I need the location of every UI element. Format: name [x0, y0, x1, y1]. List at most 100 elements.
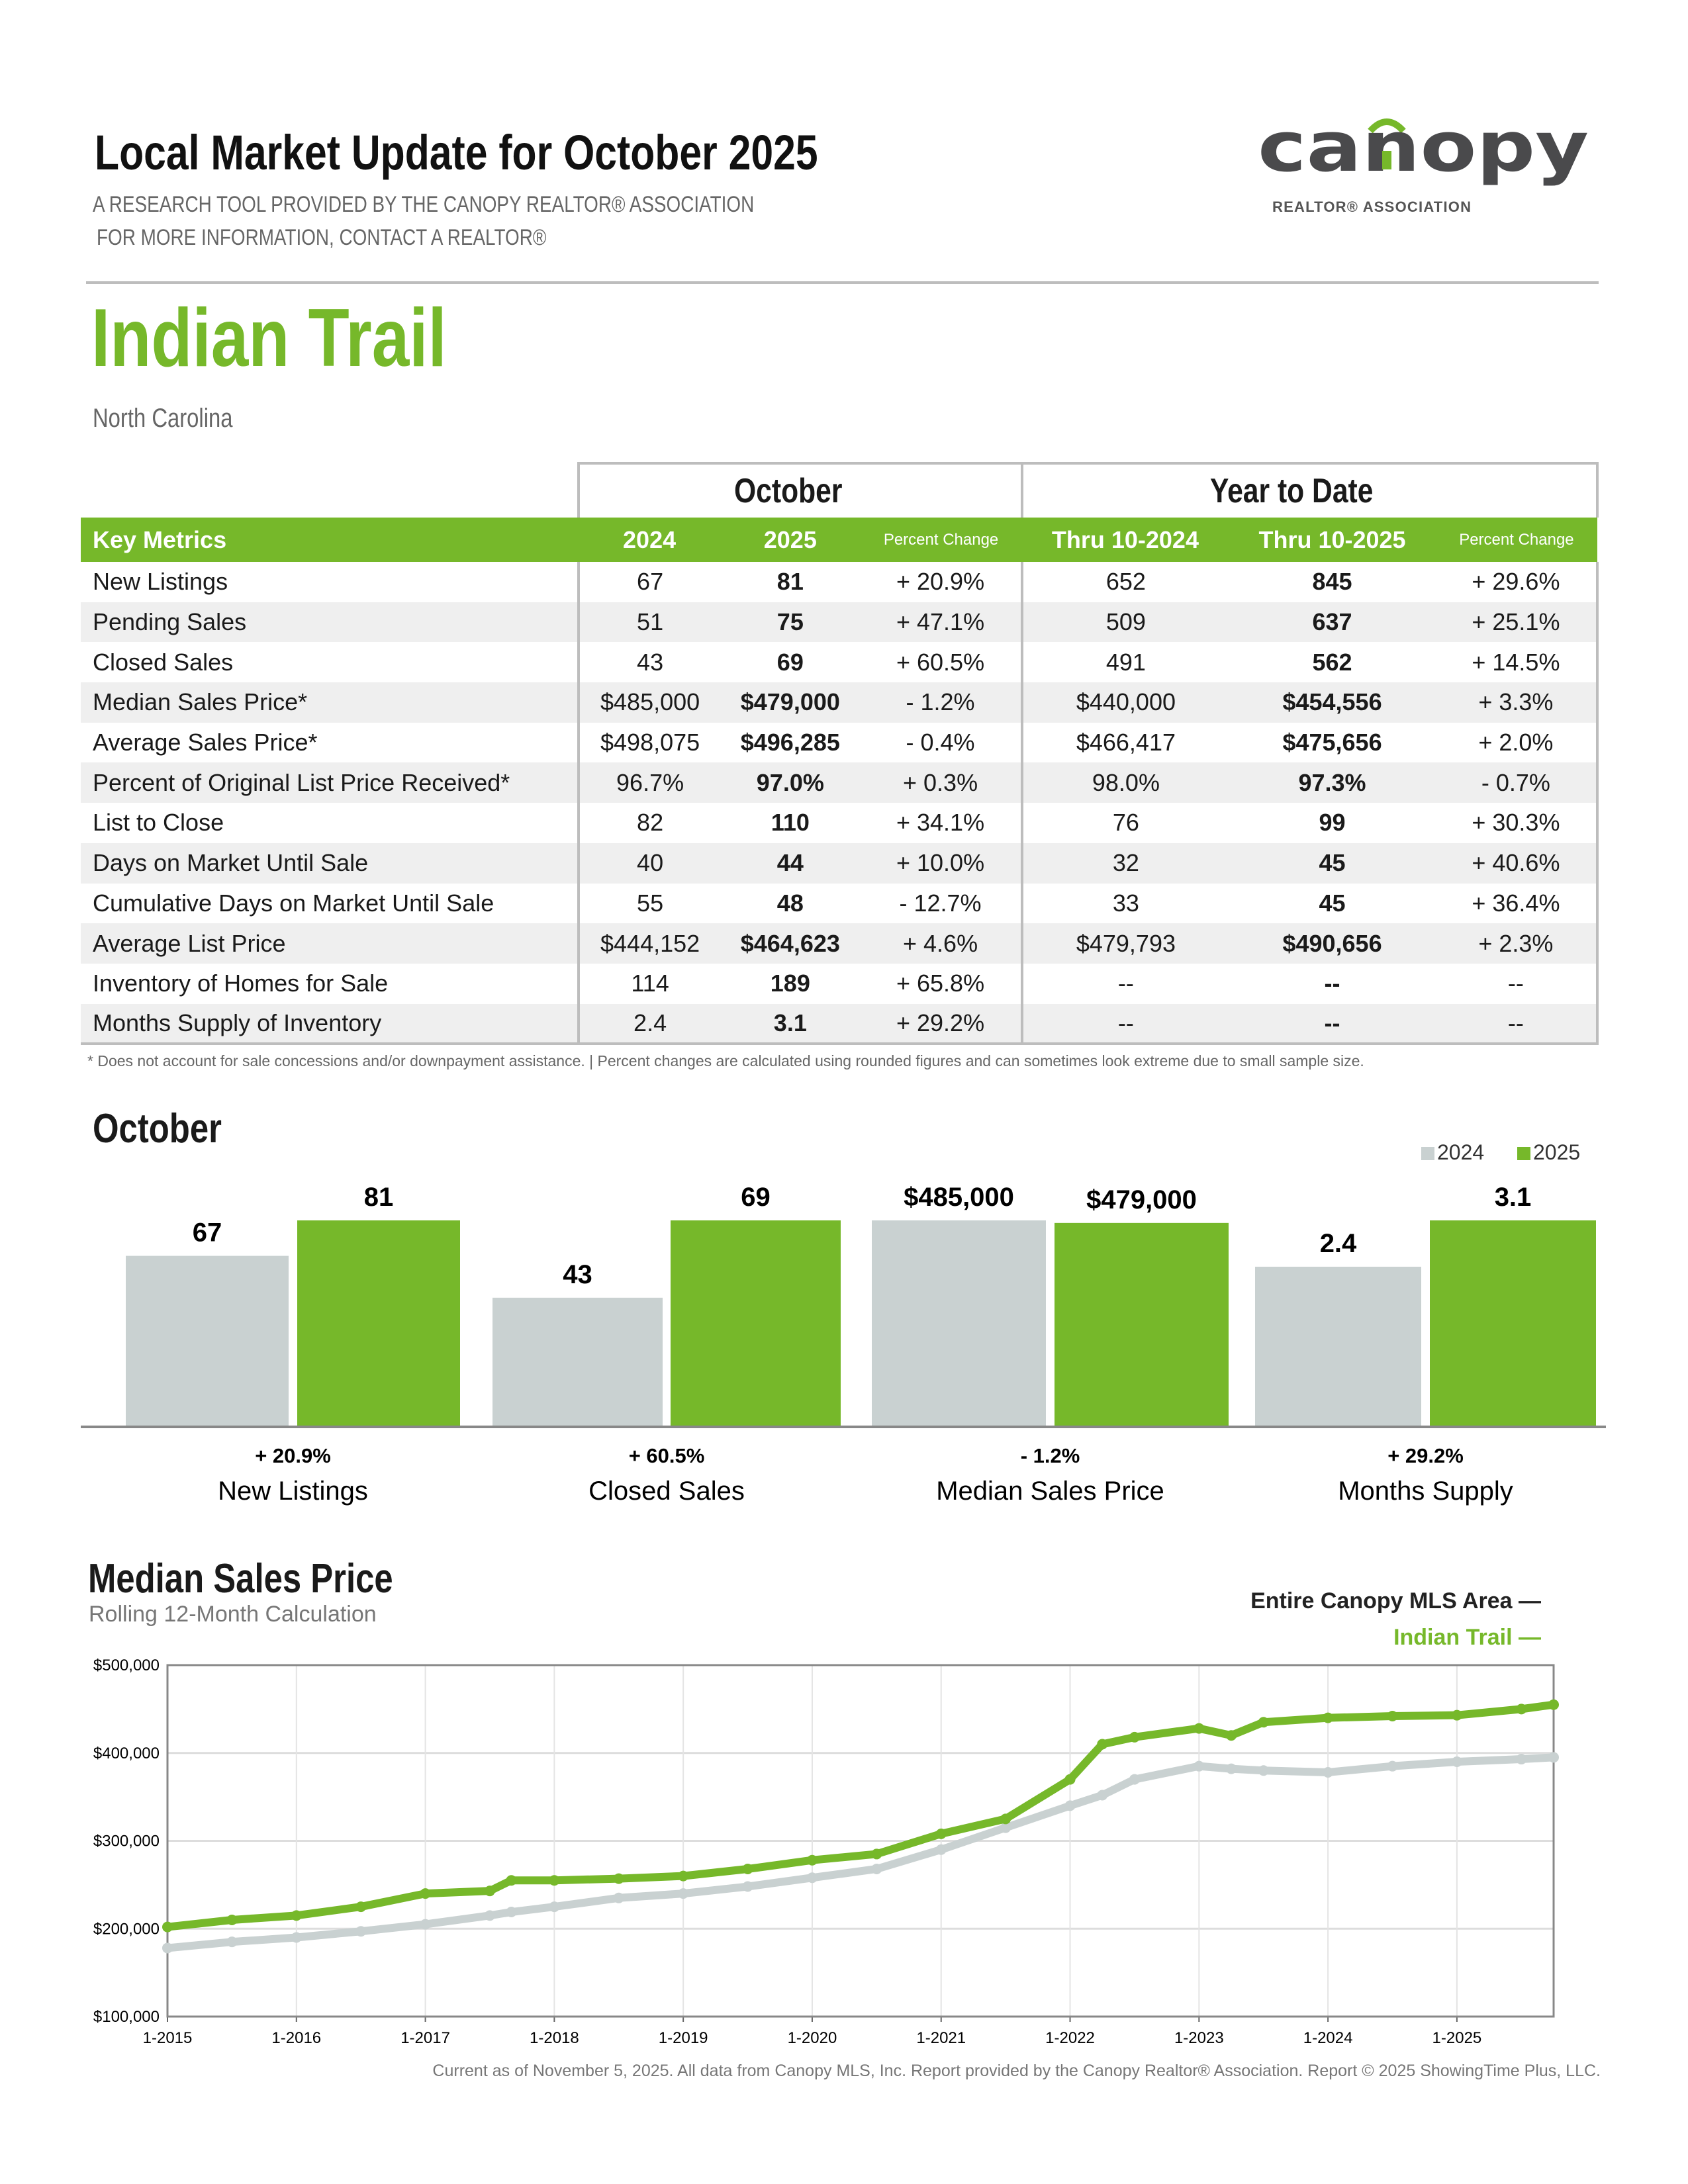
value-2025: 97.0%: [756, 768, 824, 796]
october-group-label: October: [734, 472, 843, 510]
ytd-2025: 99: [1319, 809, 1346, 837]
table-row: Cumulative Days on Market Until Sale 55 48…: [81, 883, 1599, 924]
series-point-canopy: [355, 1926, 367, 1937]
ytd-pct-change: + 29.6%: [1435, 562, 1599, 602]
table-row: Days on Market Until Sale 40 44 + 10.0% 32 45…: [81, 842, 1599, 884]
value-2025: $479,000: [740, 688, 840, 716]
canopy-logo: canopy REALTOR® ASSOCIATION: [1258, 113, 1589, 215]
pct-change: + 60.5%: [896, 648, 985, 676]
ytd-2025: 45: [1319, 849, 1346, 877]
ytd-pct-change: + 2.0%: [1435, 722, 1599, 763]
bar-change-label: + 29.2%: [1387, 1444, 1464, 1467]
value-2025: 3.1: [720, 1003, 861, 1046]
ytd-2025: 562: [1312, 648, 1352, 676]
x-tick-label: 1-2016: [271, 2029, 321, 2047]
logo-arc: [1368, 118, 1406, 134]
table-row: Median Sales Price* $485,000 $479,000 - 1.2…: [81, 682, 1599, 723]
x-tick-label: 1-2015: [143, 2029, 193, 2047]
series-point-indian-trail: [1516, 1704, 1527, 1715]
legend-indian-trail-label: Indian Trail: [1393, 1625, 1513, 1650]
col-2025: 2025: [720, 518, 861, 562]
series-point-indian-trail: [1258, 1717, 1269, 1728]
series-point-indian-trail: [1548, 1699, 1559, 1710]
value-2025: 44: [776, 849, 804, 877]
value-2025: 75: [776, 608, 804, 636]
key-metrics-table: October Year to Date Key Metrics 2024 20…: [81, 462, 1599, 1046]
series-point-indian-trail: [742, 1863, 753, 1874]
series-point-indian-trail: [1129, 1731, 1140, 1743]
pct-change: - 1.2%: [906, 688, 975, 716]
pct-change: + 47.1%: [896, 608, 985, 636]
value-2024: 82: [637, 809, 664, 837]
series-point-canopy: [484, 1910, 495, 1921]
series-point-canopy: [1000, 1822, 1011, 1833]
state-name: North Carolina: [93, 404, 233, 433]
ytd-2024: 509: [1020, 602, 1229, 643]
series-point-indian-trail: [871, 1848, 882, 1860]
pct-change: + 4.6%: [903, 929, 978, 957]
metric-label: List to Close: [81, 803, 580, 843]
table-row: New Listings 67 81 + 20.9% 652 845 + 29.6%: [81, 562, 1599, 602]
series-point-canopy: [226, 1936, 238, 1948]
ytd-2025: $475,656: [1282, 729, 1382, 756]
series-point-indian-trail: [291, 1910, 302, 1921]
bar-change-label: + 20.9%: [255, 1444, 331, 1467]
legend-swatch-2025: [1517, 1147, 1530, 1160]
value-2025: $464,623: [740, 929, 840, 957]
value-2024: 96.7%: [616, 768, 684, 796]
header-divider: [86, 281, 1599, 284]
bar-2025: [1055, 1222, 1229, 1426]
ytd-2025: 45: [1319, 889, 1346, 917]
metric-label: Closed Sales: [81, 642, 580, 683]
series-point-canopy: [1548, 1752, 1559, 1763]
bar-2024: [872, 1220, 1046, 1426]
pct-change: + 20.9%: [896, 568, 985, 596]
metric-label: Inventory of Homes for Sale: [81, 963, 580, 1004]
series-point-indian-trail: [806, 1854, 818, 1866]
legend-canopy-label: Entire Canopy MLS Area: [1250, 1588, 1513, 1614]
col-2024: 2024: [579, 518, 721, 562]
value-2024: 51: [637, 608, 664, 636]
bar-category-label: Months Supply: [1338, 1477, 1513, 1506]
x-tick-label: 1-2020: [788, 2029, 837, 2047]
logo-door: [1382, 151, 1391, 169]
x-tick-label: 1-2018: [530, 2029, 579, 2047]
legend-swatch-2024: [1421, 1147, 1434, 1160]
series-point-canopy: [1516, 1754, 1527, 1765]
ytd-2024: --: [1020, 963, 1229, 1004]
metric-label: New Listings: [81, 562, 580, 602]
metric-label: Percent of Original List Price Received*: [81, 762, 580, 803]
series-point-indian-trail: [1451, 1709, 1462, 1721]
bar-value-label: 2.4: [1320, 1229, 1357, 1258]
series-point-canopy: [506, 1907, 517, 1918]
series-point-indian-trail: [678, 1870, 689, 1882]
ytd-group-header: Year to Date: [1020, 462, 1599, 518]
bar-2025: [297, 1220, 460, 1426]
series-line-canopy: [167, 1753, 1554, 1952]
series-point-canopy: [742, 1881, 753, 1892]
legend-canopy: Entire Canopy MLS Area —: [1250, 1588, 1541, 1614]
pct-change: + 10.0%: [896, 849, 985, 877]
value-2024: 2.4: [579, 1003, 721, 1046]
line-chart-subtitle: Rolling 12-Month Calculation: [89, 1602, 377, 1627]
col-key-metrics: Key Metrics: [81, 518, 579, 562]
value-2025: $496,285: [740, 729, 840, 756]
series-point-indian-trail: [1387, 1710, 1398, 1721]
value-2025: 69: [776, 648, 804, 676]
metric-label: Median Sales Price*: [81, 682, 580, 723]
x-tick-label: 1-2023: [1174, 2029, 1224, 2047]
series-point-indian-trail: [549, 1875, 560, 1886]
subtitle-contact: FOR MORE INFORMATION, CONTACT A REALTOR®: [97, 225, 547, 250]
series-point-canopy: [1129, 1774, 1140, 1785]
metric-label: Months Supply of Inventory: [81, 1003, 580, 1046]
legend-indian-trail: Indian Trail —: [1393, 1625, 1541, 1650]
report-footer: Current as of November 5, 2025. All data…: [432, 2062, 1601, 2080]
series-point-indian-trail: [1000, 1813, 1011, 1825]
series-point-indian-trail: [1226, 1730, 1237, 1741]
bar-value-label: $485,000: [904, 1183, 1014, 1212]
ytd-pct-change: + 40.6%: [1435, 842, 1599, 884]
value-2025: 189: [770, 970, 810, 997]
y-tick-label: $500,000: [93, 1657, 160, 1674]
bar-2025: [1430, 1220, 1596, 1426]
ytd-2024: 652: [1020, 562, 1229, 602]
